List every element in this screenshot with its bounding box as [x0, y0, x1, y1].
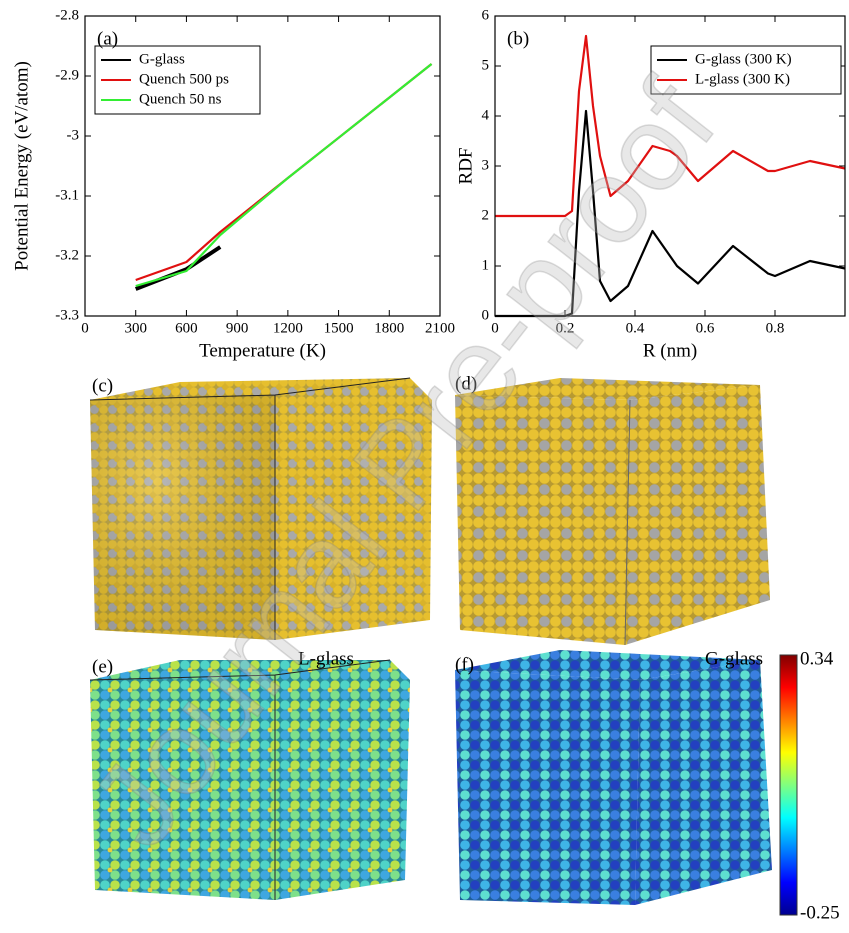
- panel-label: (a): [97, 28, 118, 49]
- panel-label: (c): [92, 375, 113, 396]
- data-line: [135, 63, 433, 288]
- x-tick-label: 2100: [425, 320, 455, 336]
- x-tick-label: 0.6: [696, 320, 715, 336]
- x-tick-label: 1800: [374, 320, 404, 336]
- atom-image-f: [455, 650, 772, 905]
- colorbar-max: 0.34: [800, 648, 834, 669]
- y-tick-label: 1: [482, 257, 490, 273]
- legend-label: Quench 50 ns: [139, 91, 222, 107]
- legend-label: G-glass (300 K): [695, 51, 792, 67]
- x-tick-label: 0.4: [626, 320, 645, 336]
- panel-label: (b): [507, 28, 529, 49]
- atom-image-e: [89, 659, 410, 900]
- panel-label: (f): [455, 654, 474, 675]
- legend-label: L-glass (300 K): [695, 71, 790, 87]
- x-tick-label: 0.8: [766, 320, 785, 336]
- x-tick-label: 1500: [324, 320, 354, 336]
- atom-image-c: [89, 377, 432, 640]
- data-line: [134, 245, 222, 291]
- y-tick-label: -3.1: [55, 187, 79, 203]
- x-tick-label: 0.2: [556, 320, 575, 336]
- y-tick-label: 4: [482, 107, 490, 123]
- x-tick-label: 300: [124, 320, 147, 336]
- y-tick-label: 0: [482, 307, 490, 323]
- legend-box: [650, 45, 842, 95]
- panel-label: (d): [455, 373, 477, 394]
- x-tick-label: 0: [81, 320, 89, 336]
- y-tick-label: -3: [67, 127, 80, 143]
- data-line: [495, 34, 846, 218]
- atom-image-d: [455, 378, 770, 646]
- y-tick-label: 3: [482, 157, 490, 173]
- x-tick-label: 0: [491, 320, 499, 336]
- image-label: G-glass: [705, 648, 763, 669]
- panel-label: (e): [92, 656, 113, 677]
- plot-frame: [84, 15, 441, 317]
- x-tick-label: 1200: [273, 320, 303, 336]
- y-tick-label: -3.2: [55, 247, 79, 263]
- y-tick-label: -3.3: [55, 307, 79, 323]
- data-line: [495, 109, 846, 318]
- x-tick-label: 900: [226, 320, 249, 336]
- y-tick-label: -2.8: [55, 7, 79, 23]
- colorbar-min: -0.25: [800, 902, 840, 923]
- y-tick-label: 6: [482, 7, 490, 23]
- x-axis-label: R (nm): [643, 340, 697, 361]
- y-tick-label: -2.9: [55, 67, 79, 83]
- y-axis-label: Potential Energy (eV/atom): [11, 61, 32, 271]
- charts: 0 300 600 900 1200 1500 1800 2100-3.3-3.2-3.1-3…: [11, 7, 846, 361]
- legend-label: G-glass: [139, 51, 185, 67]
- image-label: L-glass: [298, 648, 354, 669]
- legend-label: Quench 500 ps: [139, 71, 229, 87]
- x-axis-label: Temperature (K): [199, 340, 326, 361]
- x-tick-label: 600: [175, 320, 198, 336]
- y-tick-label: 5: [482, 57, 490, 73]
- y-axis-label: RDF: [455, 148, 476, 185]
- plot-frame: [494, 15, 846, 317]
- colorbar: [779, 654, 798, 916]
- y-tick-label: 2: [482, 207, 490, 223]
